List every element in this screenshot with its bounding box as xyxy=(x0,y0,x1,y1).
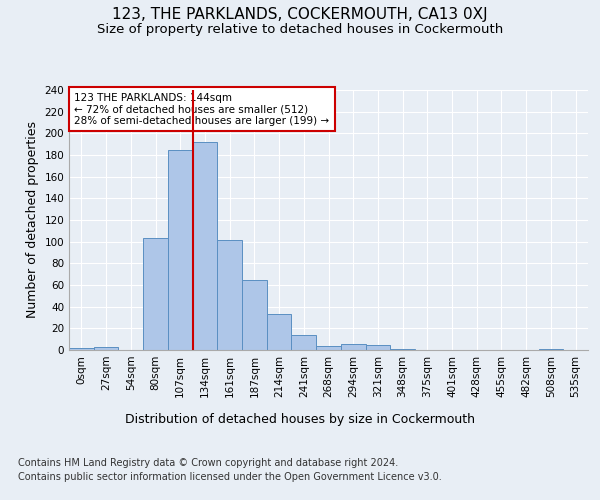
Bar xyxy=(341,344,365,350)
Text: 123, THE PARKLANDS, COCKERMOUTH, CA13 0XJ: 123, THE PARKLANDS, COCKERMOUTH, CA13 0X… xyxy=(112,8,488,22)
Text: Contains HM Land Registry data © Crown copyright and database right 2024.: Contains HM Land Registry data © Crown c… xyxy=(18,458,398,468)
Bar xyxy=(143,238,168,350)
Bar xyxy=(242,280,267,350)
Bar xyxy=(69,348,94,350)
Bar xyxy=(365,344,390,350)
Bar xyxy=(94,347,118,350)
Text: Size of property relative to detached houses in Cockermouth: Size of property relative to detached ho… xyxy=(97,22,503,36)
Bar xyxy=(316,346,341,350)
Bar xyxy=(217,240,242,350)
Text: 123 THE PARKLANDS: 144sqm
← 72% of detached houses are smaller (512)
28% of semi: 123 THE PARKLANDS: 144sqm ← 72% of detac… xyxy=(74,92,329,126)
Bar xyxy=(193,142,217,350)
Text: Distribution of detached houses by size in Cockermouth: Distribution of detached houses by size … xyxy=(125,412,475,426)
Y-axis label: Number of detached properties: Number of detached properties xyxy=(26,122,39,318)
Bar xyxy=(539,349,563,350)
Text: Contains public sector information licensed under the Open Government Licence v3: Contains public sector information licen… xyxy=(18,472,442,482)
Bar xyxy=(390,349,415,350)
Bar xyxy=(267,314,292,350)
Bar xyxy=(168,150,193,350)
Bar xyxy=(292,335,316,350)
